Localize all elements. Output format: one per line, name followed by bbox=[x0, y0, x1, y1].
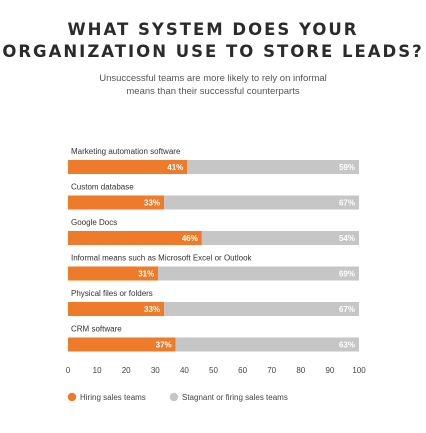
bar-hiring bbox=[68, 231, 202, 245]
legend-swatch bbox=[169, 392, 179, 402]
data-label-hiring: 31% bbox=[138, 270, 154, 279]
data-label-stagnant: 67% bbox=[339, 199, 355, 208]
category-label: Informal means such as Microsoft Excel o… bbox=[71, 254, 253, 263]
x-tick-label: 40 bbox=[180, 366, 189, 375]
bar-stagnant bbox=[201, 231, 359, 245]
data-label-stagnant: 67% bbox=[339, 305, 355, 314]
x-tick-label: 20 bbox=[122, 366, 131, 375]
bar-hiring bbox=[68, 337, 176, 352]
category-label: Custom database bbox=[71, 183, 134, 192]
bar-stagnant bbox=[164, 195, 359, 210]
chart-title-line-1: WHAT SYSTEM DOES YOUR bbox=[67, 20, 359, 39]
bar-group: CRM software 37% 63% bbox=[68, 325, 359, 352]
data-label-stagnant: 59% bbox=[339, 163, 355, 172]
bar-hiring bbox=[68, 160, 188, 174]
legend-item: Hiring sales teams bbox=[67, 392, 146, 402]
x-tick-label: 90 bbox=[325, 366, 334, 375]
data-label-hiring: 41% bbox=[167, 163, 183, 172]
x-tick-label: 50 bbox=[209, 366, 218, 375]
legend-label: Stagnant or firing sales teams bbox=[182, 393, 288, 402]
x-tick-label: 10 bbox=[93, 366, 102, 375]
x-tick-label: 30 bbox=[151, 366, 160, 375]
bar-stagnant bbox=[175, 337, 359, 352]
bar-stagnant bbox=[158, 266, 359, 281]
data-label-hiring: 46% bbox=[182, 234, 198, 243]
data-label-stagnant: 54% bbox=[339, 234, 355, 243]
x-tick-label: 0 bbox=[66, 366, 71, 375]
category-label: Google Docs bbox=[71, 218, 117, 227]
x-tick-label: 100 bbox=[352, 366, 366, 375]
data-label-hiring: 33% bbox=[144, 199, 160, 208]
bar-stagnant bbox=[187, 160, 359, 174]
bar-group: Physical files or folders 33% 67% bbox=[68, 289, 359, 316]
bar-stagnant bbox=[164, 302, 359, 316]
bar-hiring bbox=[68, 266, 159, 281]
chart-title-line-2: ORGANIZATION USE TO STORE LEADS? bbox=[2, 42, 424, 61]
x-tick-label: 70 bbox=[267, 366, 276, 375]
chart-subtitle-line-1: Unsuccessful teams are more likely to re… bbox=[99, 73, 327, 84]
data-label-stagnant: 69% bbox=[339, 270, 355, 279]
bar-group: Marketing automation software 41% 59% bbox=[68, 147, 359, 174]
bar-group: Google Docs 46% 54% bbox=[68, 218, 359, 245]
bar-hiring bbox=[68, 302, 165, 316]
data-label-hiring: 33% bbox=[144, 305, 160, 314]
data-label-stagnant: 63% bbox=[339, 341, 355, 350]
category-label: Physical files or folders bbox=[71, 289, 153, 298]
category-label: CRM software bbox=[71, 325, 122, 334]
category-label: Marketing automation software bbox=[71, 147, 181, 156]
bar-group: Custom database 33% 67% bbox=[68, 183, 359, 210]
legend-item: Stagnant or firing sales teams bbox=[169, 392, 288, 402]
x-tick-label: 60 bbox=[238, 366, 247, 375]
bar-hiring bbox=[68, 195, 165, 210]
x-tick-label: 80 bbox=[296, 366, 305, 375]
data-label-hiring: 37% bbox=[156, 341, 172, 350]
legend-swatch bbox=[67, 392, 77, 402]
chart-subtitle-line-2: means than their successful counterparts bbox=[126, 86, 300, 97]
bar-group: Informal means such as Microsoft Excel o… bbox=[68, 254, 359, 281]
legend-label: Hiring sales teams bbox=[80, 393, 146, 402]
